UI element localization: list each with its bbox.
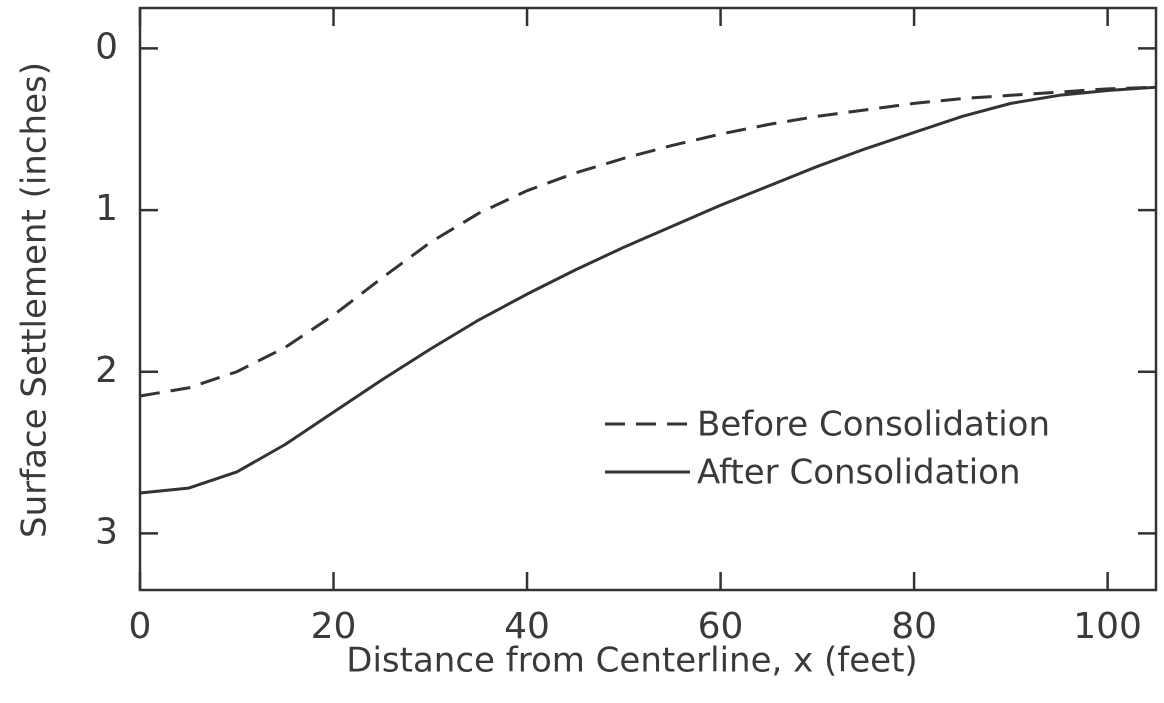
plot-frame xyxy=(138,6,1158,592)
series-line xyxy=(139,85,1157,398)
series-line xyxy=(139,85,1157,495)
x-tick-label: 0 xyxy=(129,606,152,647)
legend-label: After Consolidation xyxy=(697,453,1021,493)
x-tick-label: 20 xyxy=(311,606,357,647)
y-tick-label: 0 xyxy=(95,26,118,67)
y-tick-label: 3 xyxy=(95,511,118,552)
x-tick-label: 60 xyxy=(698,606,744,647)
y-axis-label: Surface Settlement (inches) xyxy=(15,62,55,538)
x-tick-label: 100 xyxy=(1073,606,1142,647)
x-tick-label: 40 xyxy=(504,606,550,647)
x-axis-label: Distance from Centerline, x (feet) xyxy=(346,641,917,681)
y-tick-label: 1 xyxy=(95,188,118,229)
y-tick-label: 2 xyxy=(95,350,118,391)
legend-label: Before Consolidation xyxy=(697,405,1050,445)
x-tick-label: 80 xyxy=(891,606,937,647)
